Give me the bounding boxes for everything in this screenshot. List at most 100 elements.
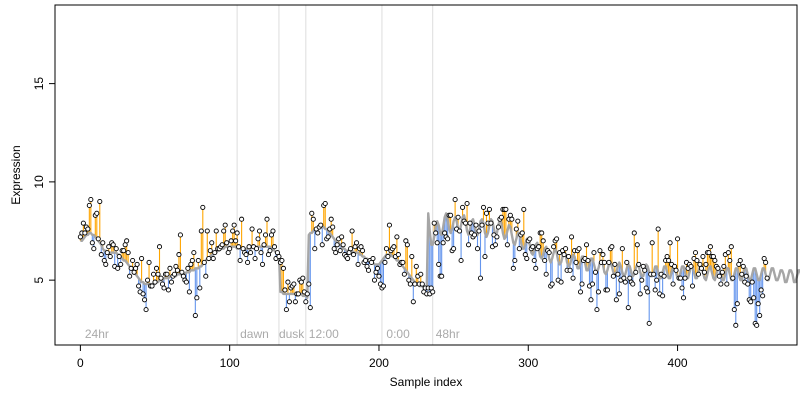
- data-point: [146, 259, 152, 266]
- data-point: [636, 261, 642, 267]
- data-point: [536, 244, 542, 250]
- data-point: [688, 263, 694, 269]
- data-point: [637, 291, 643, 297]
- data-point: [652, 287, 658, 293]
- data-point: [253, 246, 260, 252]
- data-point: [258, 250, 264, 256]
- data-point: [227, 246, 233, 252]
- data-point: [495, 224, 501, 230]
- data-point: [348, 246, 354, 252]
- data-point: [95, 236, 101, 242]
- data-point: [695, 271, 702, 277]
- data-point: [737, 257, 743, 264]
- data-point: [730, 275, 736, 281]
- data-point: [492, 242, 498, 248]
- data-point: [418, 271, 424, 277]
- data-point: [455, 214, 461, 220]
- data-point: [264, 216, 270, 222]
- data-point: [619, 246, 625, 252]
- data-point: [610, 273, 616, 279]
- data-point: [440, 240, 446, 246]
- data-point: [192, 312, 198, 319]
- data-point: [300, 275, 306, 281]
- data-point: [434, 240, 440, 246]
- phase-label: dusk: [279, 327, 305, 341]
- data-point: [413, 263, 419, 269]
- x-tick-label: 0: [77, 356, 84, 370]
- data-point: [198, 228, 204, 234]
- data-point: [725, 250, 731, 256]
- data-point: [639, 277, 645, 283]
- data-point: [106, 244, 112, 250]
- data-point: [149, 283, 155, 289]
- data-point: [130, 257, 136, 264]
- data-point: [591, 250, 597, 256]
- data-point: [494, 234, 500, 240]
- data-point: [189, 257, 195, 264]
- data-point: [167, 265, 173, 271]
- data-point: [136, 283, 142, 289]
- data-point: [191, 250, 197, 256]
- data-point: [134, 261, 140, 267]
- data-point: [706, 250, 712, 256]
- data-point: [82, 230, 88, 236]
- data-point: [515, 218, 521, 224]
- data-point: [282, 287, 288, 293]
- data-point: [479, 222, 485, 228]
- data-point: [186, 289, 192, 295]
- data-point: [110, 242, 116, 248]
- data-point: [533, 265, 539, 271]
- data-point: [234, 230, 240, 236]
- data-point: [670, 281, 676, 287]
- data-point: [692, 250, 699, 256]
- data-point: [197, 285, 203, 291]
- data-point: [465, 242, 472, 248]
- data-point: [451, 246, 457, 252]
- data-point: [457, 228, 463, 234]
- data-point: [370, 255, 376, 262]
- data-point: [675, 236, 681, 242]
- data-point: [171, 271, 177, 277]
- data-point: [374, 265, 381, 271]
- data-point: [480, 204, 487, 210]
- phase-label: dawn: [240, 327, 269, 341]
- data-point: [604, 287, 610, 293]
- data-point: [245, 259, 251, 266]
- data-point: [527, 236, 533, 242]
- data-point: [307, 305, 313, 311]
- data-point: [731, 307, 737, 313]
- data-point: [616, 291, 622, 297]
- data-point: [624, 259, 630, 266]
- data-point: [503, 206, 509, 212]
- data-point: [176, 252, 182, 258]
- data-point: [758, 287, 764, 293]
- data-point: [334, 242, 340, 248]
- phase-labels: 24hr dawn dusk 12:00 0:00 48hr: [85, 327, 460, 341]
- data-point: [221, 228, 227, 234]
- data-point: [127, 273, 133, 279]
- data-point: [383, 246, 389, 252]
- data-point: [463, 220, 469, 226]
- y-tick-label: 5: [32, 276, 46, 283]
- data-point: [734, 301, 740, 307]
- data-point: [125, 250, 131, 256]
- data-point: [646, 320, 652, 326]
- data-point: [531, 257, 537, 264]
- data-point: [743, 273, 749, 279]
- data-point: [579, 281, 585, 287]
- data-point: [306, 281, 312, 287]
- data-point: [486, 206, 493, 212]
- phase-label: 48hr: [436, 327, 460, 341]
- data-point: [622, 279, 628, 285]
- data-point: [351, 252, 357, 258]
- data-point: [140, 291, 146, 297]
- data-point: [530, 244, 536, 250]
- data-point: [212, 250, 218, 256]
- data-point: [448, 212, 454, 218]
- data-point: [255, 236, 261, 242]
- data-point: [322, 200, 328, 207]
- data-point: [80, 220, 86, 226]
- data-point: [667, 240, 673, 246]
- data-point: [633, 269, 639, 275]
- data-point: [155, 271, 161, 277]
